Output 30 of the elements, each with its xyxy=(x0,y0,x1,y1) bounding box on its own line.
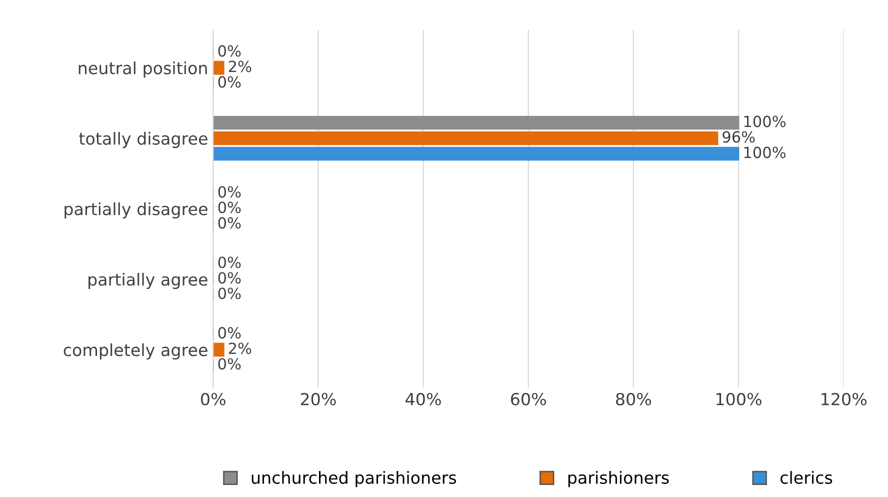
x-tick-label: 60% xyxy=(511,392,546,406)
data-label: 0% xyxy=(218,186,241,198)
data-label: 0% xyxy=(218,45,241,57)
data-label: 2% xyxy=(228,342,252,354)
data-label: 0% xyxy=(218,288,241,300)
data-label: 2% xyxy=(228,60,252,72)
legend-label: clerics xyxy=(780,471,832,484)
data-label: 100% xyxy=(744,116,786,128)
x-tick-label: 40% xyxy=(406,392,441,406)
x-tick-label: 100% xyxy=(716,392,762,406)
data-label: 0% xyxy=(218,272,241,284)
data-label: 0% xyxy=(218,327,241,339)
data-label: 0% xyxy=(218,256,241,268)
legend-label: unchurched parishioners xyxy=(252,471,456,488)
y-tick-label: totally disagree xyxy=(79,132,208,148)
y-tick-label: neutral position xyxy=(78,61,207,78)
y-tick-label: partially agree xyxy=(88,272,208,290)
data-label: 96% xyxy=(722,131,755,143)
x-tick-label: 20% xyxy=(300,392,336,406)
x-tick-label: 80% xyxy=(616,392,652,406)
y-tick-label: completely agree xyxy=(64,343,208,360)
data-label: 100% xyxy=(744,146,786,158)
data-label: 0% xyxy=(218,202,241,214)
data-label: 0% xyxy=(218,76,241,88)
y-tick-label: partially disagree xyxy=(64,202,208,219)
legend-label: parishioners xyxy=(568,471,669,488)
x-tick-label: 0% xyxy=(201,392,226,406)
data-label: 0% xyxy=(218,358,241,370)
data-label: 0% xyxy=(218,217,241,229)
x-tick-label: 120% xyxy=(822,392,867,406)
